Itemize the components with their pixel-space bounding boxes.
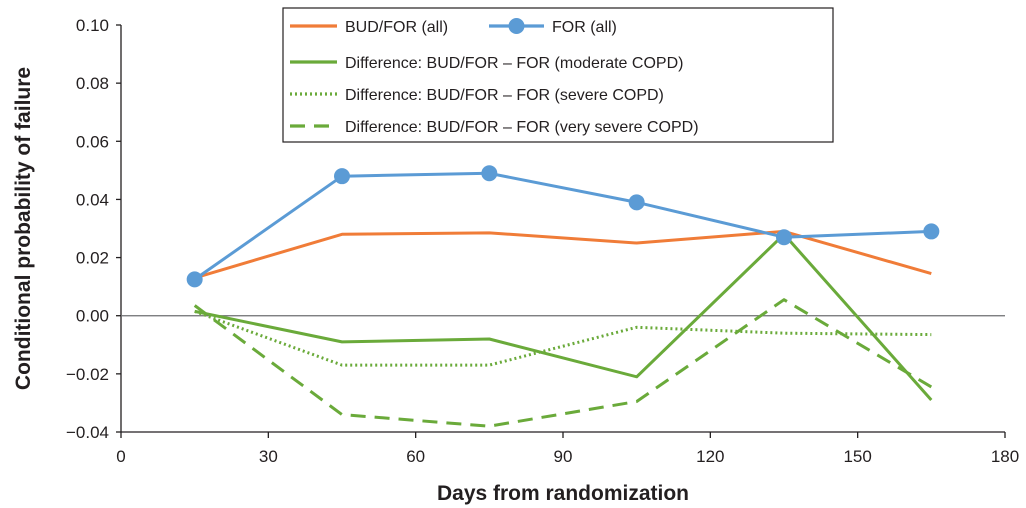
y-tick-label: 0.06 [76,132,109,151]
series-point-1 [186,271,203,288]
legend-label-1: FOR (all) [552,19,617,36]
legend-label-4: Difference: BUD/FOR – FOR (very severe C… [345,119,699,136]
series-layer [186,165,940,428]
legend-box [282,7,834,143]
y-tick-label: −0.04 [66,423,109,442]
axes: −0.04 −0.02 0.00 0.02 0.04 0.06 0.08 0.10 0 30 60 9… [66,16,1019,466]
y-tick-label: 0.10 [76,16,109,35]
legend-label-3: Difference: BUD/FOR – FOR (severe COPD) [345,87,664,104]
y-axis-title: Conditional probability of failure [12,67,35,390]
y-tick-label: 0.08 [76,74,109,93]
series-line-2 [194,232,933,401]
legend-marker-1 [508,18,525,34]
x-tick-label: 120 [696,447,724,466]
legend: BUD/FOR (all) FOR (all) Difference: BUD/FO… [282,7,834,143]
series-point-1 [628,194,645,211]
y-tick-label: 0.02 [76,249,109,268]
y-tick-label: 0.00 [76,307,109,326]
x-tick-label: 180 [991,447,1019,466]
series-point-1 [776,229,792,246]
series-line-0 [194,229,932,280]
x-tick-label: 150 [843,447,871,466]
series-line-1 [193,171,932,281]
x-tick-label: 0 [116,447,125,466]
x-tick-label: 60 [406,447,425,466]
y-tick-label: −0.02 [66,365,109,384]
series-point-1 [481,165,498,182]
series-line-3 [194,309,932,367]
x-tick-label: 30 [259,447,278,466]
series-line-4 [193,298,933,428]
series-point-1 [923,223,940,240]
x-tick-label: 90 [554,447,573,466]
x-axis-title: Days from randomization [437,482,689,505]
legend-label-0: BUD/FOR (all) [345,19,448,36]
legend-label-2: Difference: BUD/FOR – FOR (moderate COPD… [345,55,683,72]
series-point-1 [334,168,350,185]
y-tick-label: 0.04 [76,190,109,209]
